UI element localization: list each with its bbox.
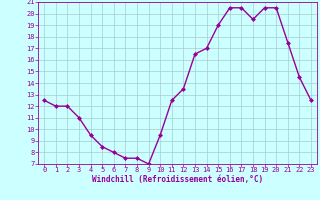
X-axis label: Windchill (Refroidissement éolien,°C): Windchill (Refroidissement éolien,°C) — [92, 175, 263, 184]
